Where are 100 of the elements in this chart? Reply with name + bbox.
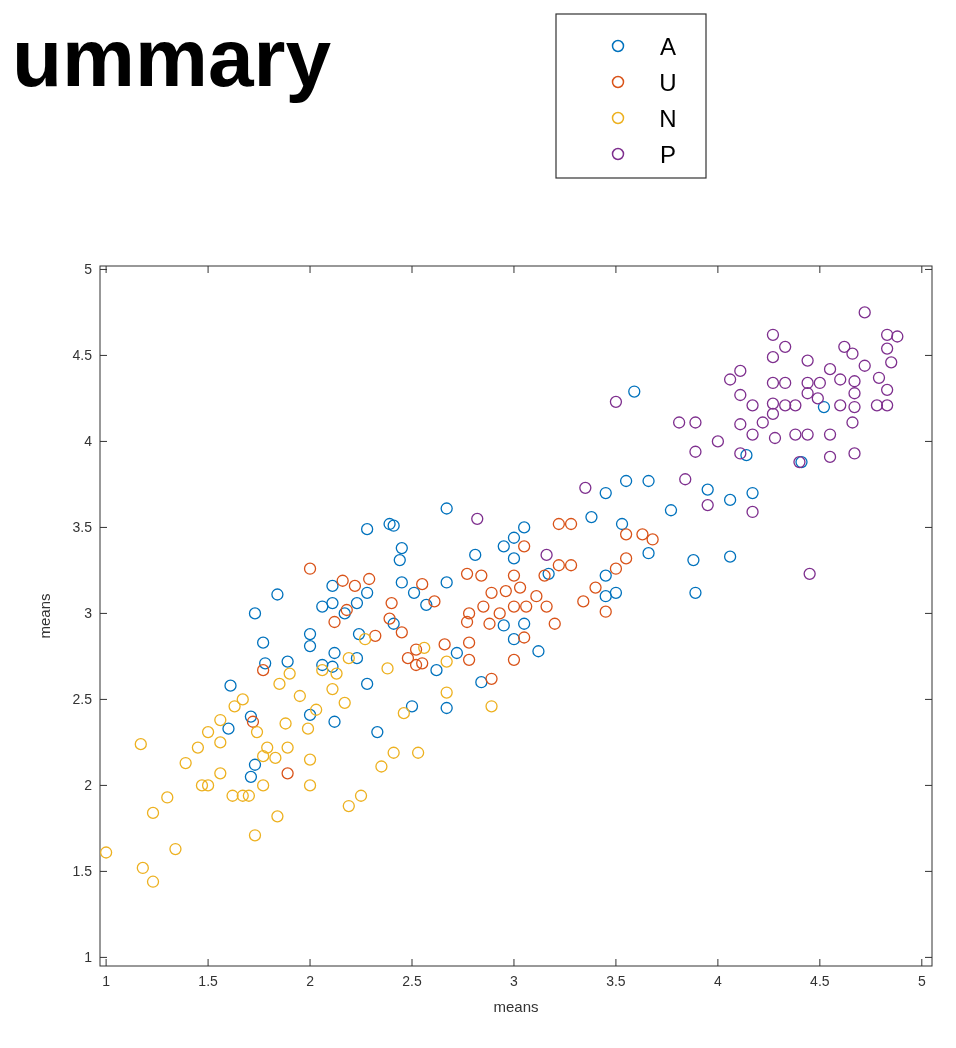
point (395, 626, 408, 639)
point (397, 707, 410, 720)
point (271, 810, 284, 823)
point (813, 376, 826, 390)
point (246, 715, 260, 728)
point (779, 376, 792, 390)
point (734, 418, 747, 431)
point (766, 351, 780, 364)
point (734, 388, 747, 402)
point (161, 791, 174, 804)
point (409, 643, 423, 656)
x-axis-title: means (493, 998, 539, 1015)
point (363, 572, 376, 586)
point (858, 306, 871, 319)
point (579, 481, 592, 495)
point (330, 667, 343, 680)
point (564, 559, 578, 572)
point (428, 595, 441, 608)
point (518, 631, 531, 644)
chart-title: ummary (12, 12, 332, 103)
point (619, 552, 633, 565)
point (891, 330, 904, 343)
point (214, 736, 227, 749)
point (564, 517, 578, 531)
point (261, 741, 274, 754)
point (475, 569, 488, 582)
point (619, 528, 633, 541)
point (679, 473, 692, 486)
point (283, 667, 296, 680)
point (646, 533, 659, 546)
point (513, 581, 527, 594)
point (483, 617, 496, 630)
point (801, 354, 814, 367)
point (493, 607, 506, 620)
point (269, 751, 282, 765)
point (385, 596, 398, 610)
point (589, 581, 602, 594)
point (303, 779, 317, 792)
point (134, 737, 147, 751)
point (411, 746, 425, 759)
point (226, 789, 239, 802)
point (834, 399, 847, 412)
point (599, 605, 612, 618)
point (848, 400, 861, 414)
x-tick-label: 1.5 (198, 973, 219, 989)
point (256, 779, 270, 792)
legend-label: P (659, 140, 677, 168)
point (801, 387, 814, 400)
point (801, 376, 814, 390)
point (201, 725, 215, 739)
point (858, 359, 871, 372)
point (228, 700, 241, 713)
point (846, 347, 859, 360)
point (214, 767, 227, 780)
point (711, 435, 725, 448)
x-tick-label: 3 (510, 973, 519, 989)
point (779, 399, 792, 412)
point (279, 717, 292, 730)
point (846, 416, 859, 429)
point (342, 652, 355, 665)
point (369, 629, 382, 642)
point (146, 806, 160, 820)
point (872, 371, 886, 384)
point (273, 677, 286, 691)
point (811, 392, 824, 405)
point (766, 376, 780, 390)
point (789, 428, 802, 441)
point (438, 638, 451, 651)
x-tick-label: 3.5 (606, 973, 626, 989)
point (768, 431, 782, 445)
point (460, 615, 474, 629)
point (701, 498, 714, 512)
x-tick-label: 2 (306, 973, 315, 989)
y-tick-label: 2 (84, 777, 93, 794)
y-tick-label: 4 (84, 433, 93, 450)
point (99, 846, 113, 859)
point (734, 364, 747, 378)
y-tick-label: 5 (84, 261, 93, 278)
point (499, 584, 512, 598)
point (507, 569, 521, 582)
y-tick-label: 4.5 (72, 347, 93, 364)
point (471, 512, 484, 525)
point (746, 428, 759, 441)
point (880, 383, 894, 396)
point (746, 505, 759, 519)
point (195, 779, 209, 792)
point (169, 842, 182, 856)
point (462, 607, 476, 620)
point (672, 416, 686, 429)
point (146, 875, 160, 888)
point (801, 428, 814, 441)
y-tick-label: 3.5 (72, 519, 93, 536)
point (507, 653, 521, 666)
legend-label: U (659, 68, 677, 96)
x-tick-label: 2.5 (402, 973, 422, 989)
point (848, 387, 861, 400)
point (401, 652, 415, 665)
point (358, 633, 372, 646)
point (328, 615, 341, 629)
point (477, 600, 490, 613)
